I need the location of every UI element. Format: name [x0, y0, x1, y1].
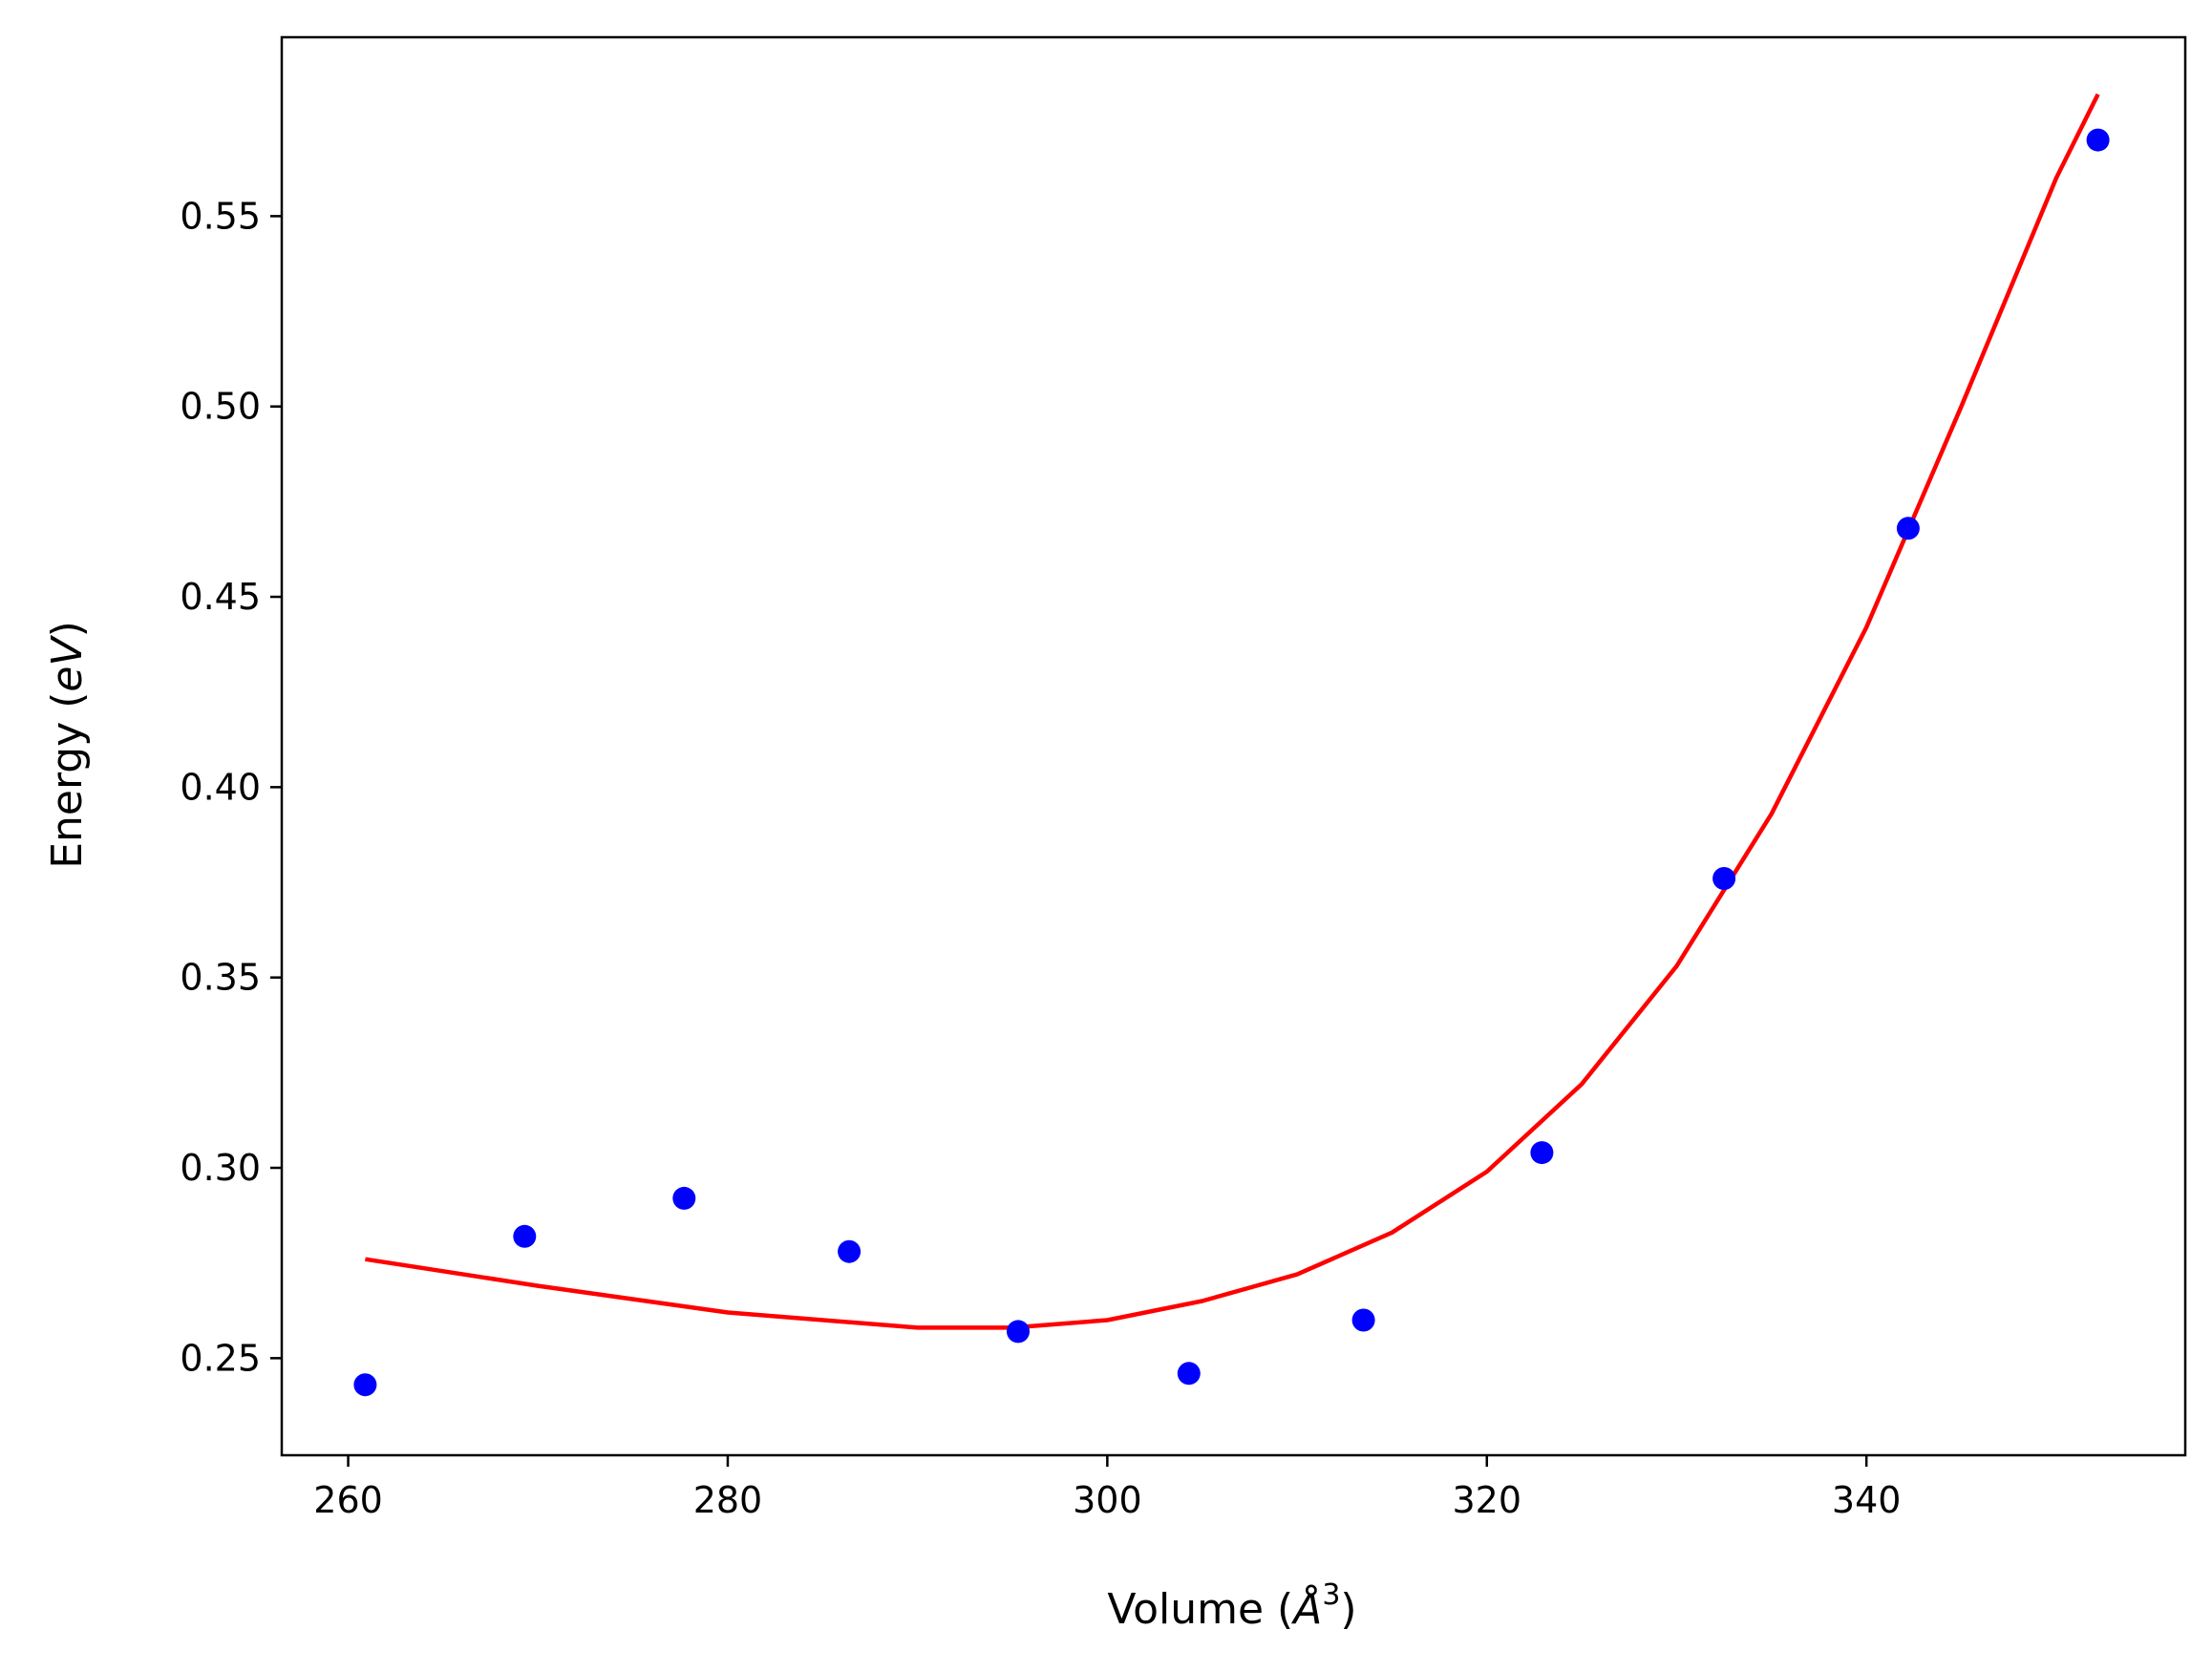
y-tick-label: 0.50 — [180, 386, 261, 428]
data-point — [1530, 1141, 1554, 1165]
data-point — [838, 1239, 861, 1263]
data-point — [1896, 517, 1920, 540]
data-point — [513, 1224, 537, 1248]
y-tick-label: 0.45 — [180, 576, 261, 618]
data-point — [353, 1373, 377, 1397]
y-tick-label: 0.25 — [180, 1337, 261, 1379]
x-tick-label: 300 — [1073, 1479, 1142, 1521]
y-tick-label: 0.55 — [180, 195, 261, 237]
y-tick-label: 0.30 — [180, 1147, 261, 1189]
data-point — [672, 1186, 696, 1210]
data-point — [1177, 1362, 1201, 1386]
data-point — [1351, 1308, 1375, 1332]
fit-curve-line — [365, 93, 2100, 1330]
plot-area — [353, 93, 2110, 1397]
plot-frame — [280, 35, 2187, 1457]
x-tick-label: 340 — [1832, 1479, 1902, 1521]
x-tick-label: 320 — [1453, 1479, 1522, 1521]
axes: 260 280 300 320 340 0.25 0.30 0.35 0.40 0.45 0.50 0… — [180, 35, 2187, 1521]
y-axis-label: Energy (eV) — [43, 621, 92, 869]
y-tick-label: 0.40 — [180, 766, 261, 808]
data-point — [2086, 128, 2110, 152]
x-axis-label: Volume (Å3) — [1107, 1578, 1356, 1634]
y-tick-label: 0.35 — [180, 957, 261, 999]
x-tick-label: 260 — [313, 1479, 383, 1521]
data-point — [1712, 867, 1736, 890]
data-point — [1007, 1320, 1030, 1344]
x-tick-label: 280 — [693, 1479, 763, 1521]
